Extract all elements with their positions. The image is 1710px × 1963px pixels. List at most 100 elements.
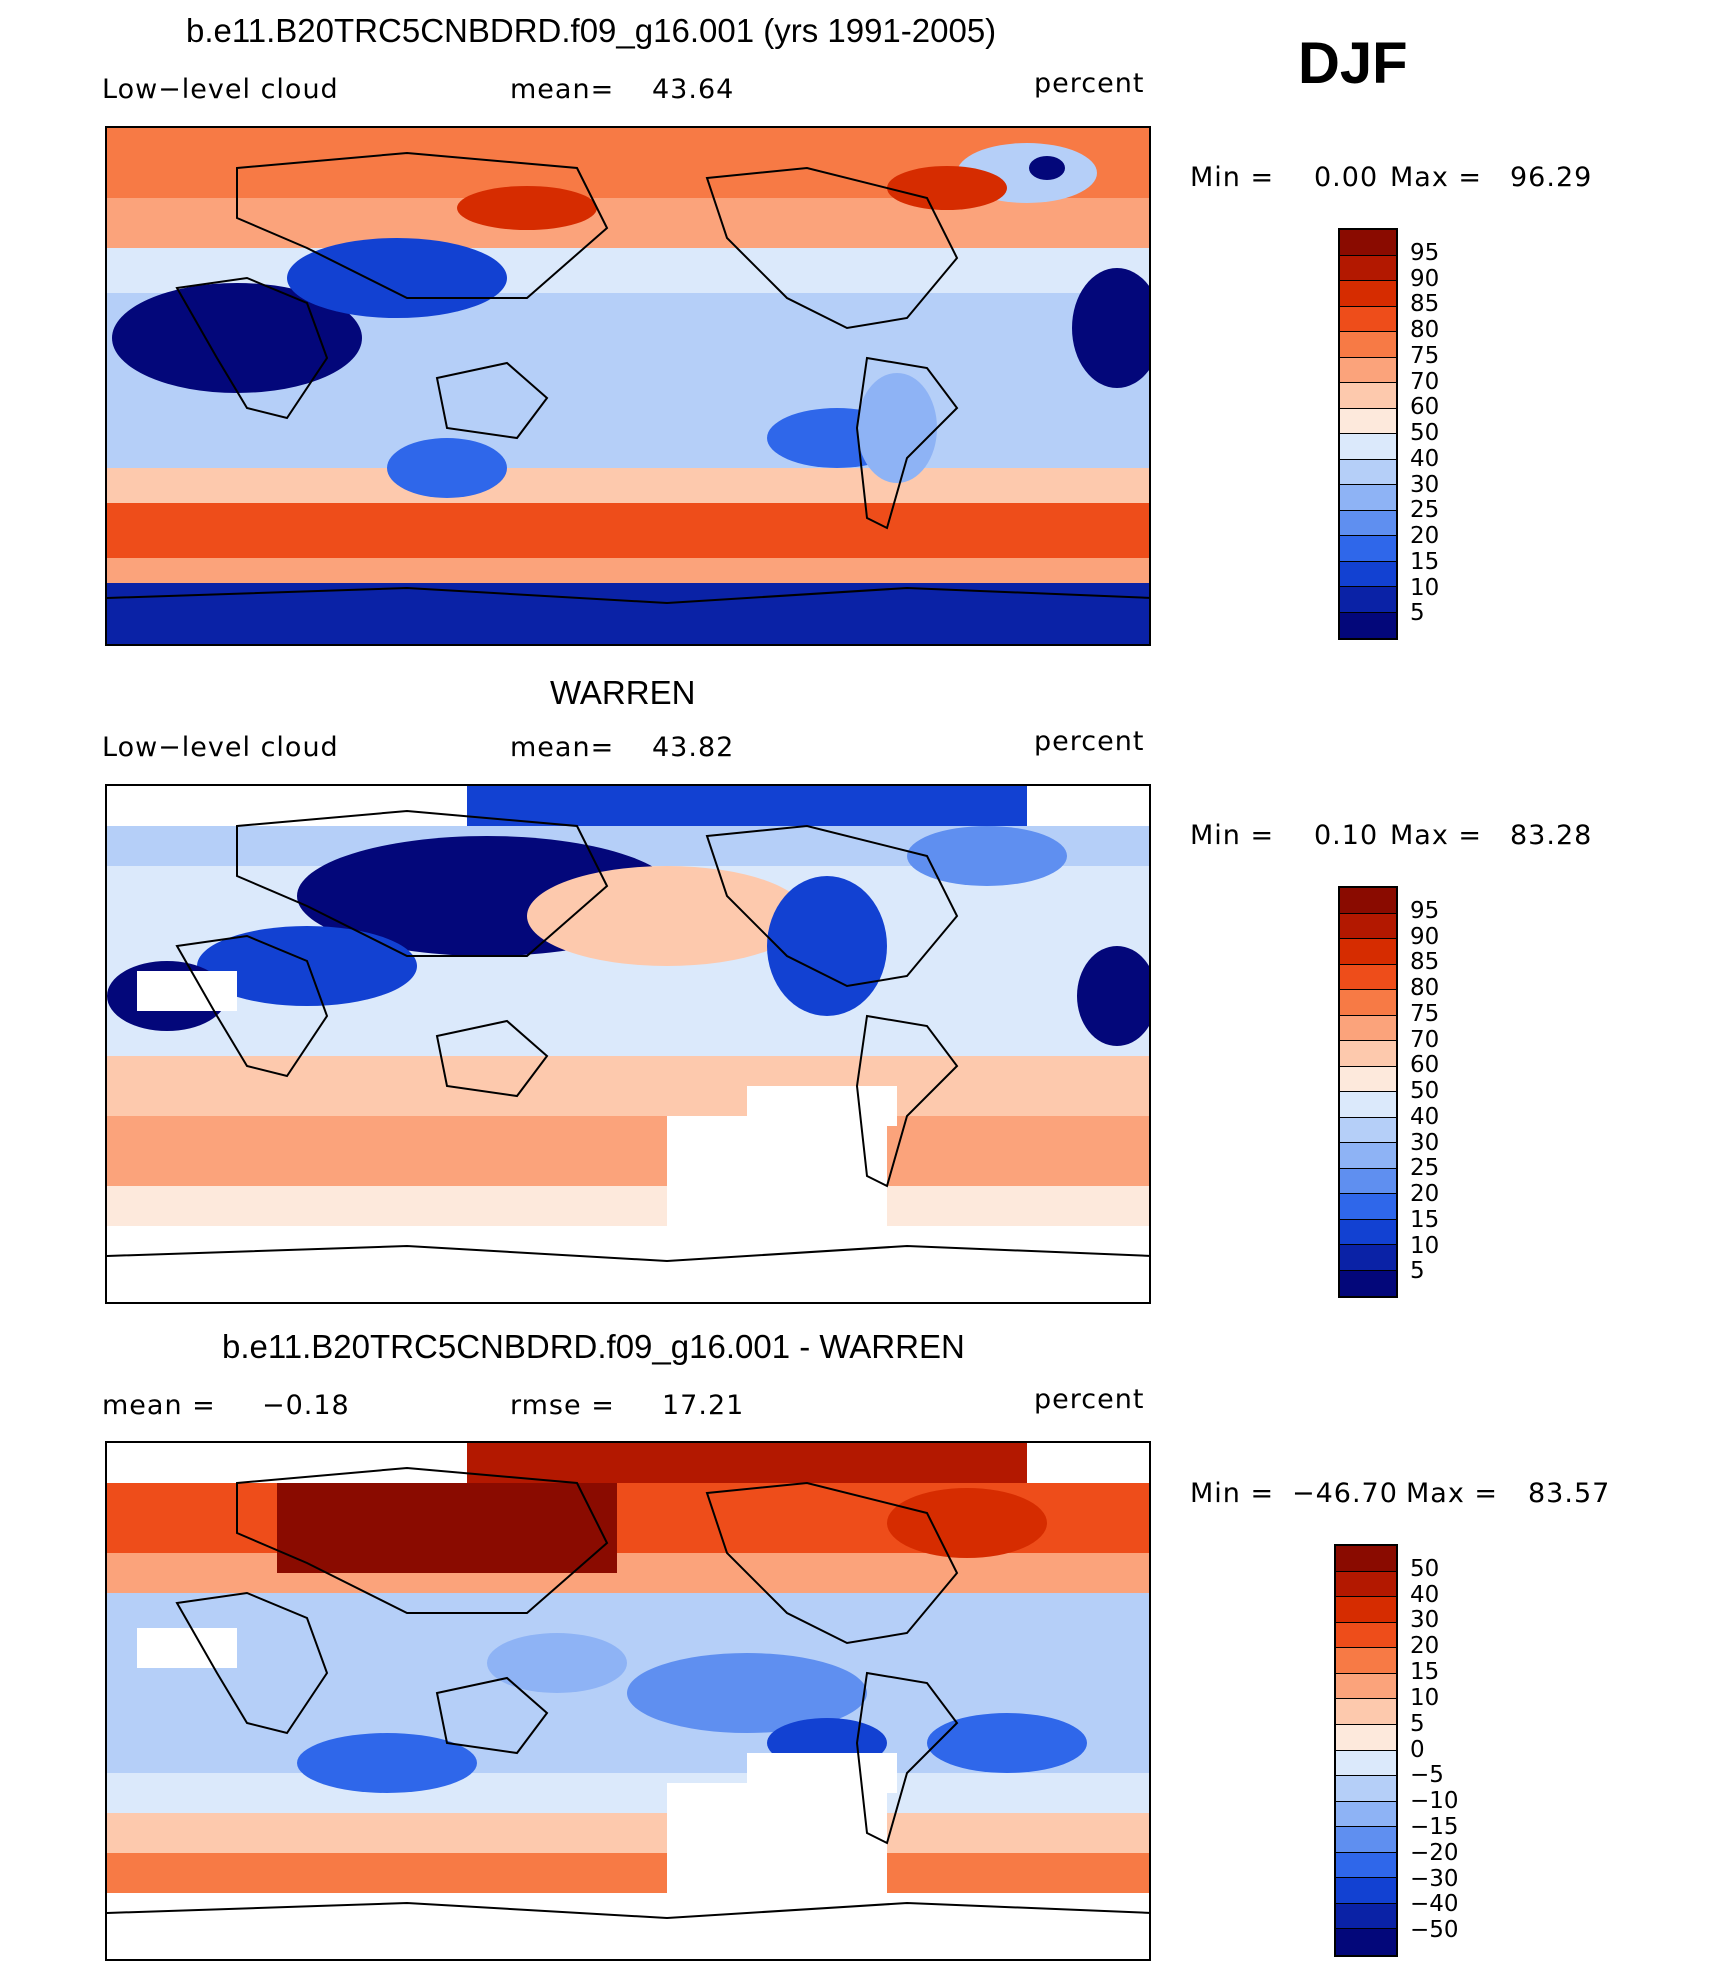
colorbar-tick-label: 50 — [1410, 420, 1440, 446]
colorbar-swatch — [1340, 1041, 1396, 1067]
colorbar-swatch — [1340, 1015, 1396, 1041]
panel2-mean-value: 43.82 — [652, 732, 735, 763]
colorbar-swatch — [1336, 1878, 1396, 1904]
colorbar-swatch — [1336, 1750, 1396, 1777]
colorbar-swatch — [1336, 1724, 1396, 1751]
colorbar-tick-label: −40 — [1410, 1891, 1459, 1918]
colorbar-tick-label: 15 — [1410, 548, 1440, 575]
colorbar-tick-label: 20 — [1410, 1633, 1440, 1660]
panel3-min-label: Min = — [1190, 1478, 1275, 1509]
colorbar-tick-label: 5 — [1410, 1258, 1425, 1285]
panel1-variable-label: Low−level cloud — [102, 74, 339, 105]
colorbar-swatch — [1336, 1929, 1396, 1955]
colorbar-swatch — [1340, 1066, 1396, 1092]
colorbar-tick-label: 10 — [1410, 1232, 1440, 1259]
panel1-min-value: 0.00 — [1314, 162, 1379, 193]
colorbar-swatch — [1340, 230, 1396, 256]
colorbar-tick-label: 70 — [1410, 1026, 1440, 1053]
colorbar-tick-label: 40 — [1410, 445, 1440, 472]
colorbar-tick-label: 75 — [1410, 342, 1440, 369]
colorbar-swatch — [1340, 408, 1396, 434]
panel3-title: b.e11.B20TRC5CNBDRD.f09_g16.001 - WARREN — [222, 1328, 965, 1365]
colorbar-swatch — [1340, 964, 1396, 990]
panel1-max-value: 96.29 — [1510, 162, 1593, 193]
panel3-colorbar — [1334, 1544, 1398, 1957]
colorbar-tick-label: 85 — [1410, 949, 1440, 976]
colorbar-tick-label: −15 — [1410, 1813, 1459, 1840]
colorbar-swatch — [1340, 1219, 1396, 1245]
colorbar-swatch — [1340, 281, 1396, 307]
colorbar-tick-label: 50 — [1410, 1078, 1440, 1104]
panel1-max-label: Max = — [1390, 162, 1483, 193]
colorbar-swatch — [1336, 1903, 1396, 1930]
panel3-max-value: 83.57 — [1528, 1478, 1611, 1509]
colorbar-swatch — [1336, 1571, 1396, 1598]
colorbar-tick-label: 5 — [1410, 1710, 1425, 1737]
panel3-rmse-value: 17.21 — [662, 1390, 745, 1421]
colorbar-tick-label: 95 — [1410, 239, 1440, 266]
colorbar-swatch — [1336, 1546, 1396, 1572]
panel2-min-label: Min = — [1190, 820, 1275, 851]
colorbar-tick-label: 50 — [1410, 1555, 1440, 1582]
panel2-title: WARREN — [550, 674, 696, 711]
colorbar-swatch — [1340, 255, 1396, 281]
colorbar-tick-label: 30 — [1410, 1607, 1440, 1634]
panel3-field — [107, 1443, 1149, 1959]
panel3-mean-value: −0.18 — [262, 1390, 350, 1421]
colorbar-swatch — [1336, 1648, 1396, 1674]
colorbar-swatch — [1340, 587, 1396, 613]
colorbar-tick-label: 5 — [1410, 600, 1425, 627]
panel2-colorbar — [1338, 886, 1398, 1298]
panel2-min-value: 0.10 — [1314, 820, 1379, 851]
colorbar-swatch — [1336, 1673, 1396, 1700]
colorbar-tick-label: 15 — [1410, 1206, 1440, 1233]
colorbar-swatch — [1340, 1194, 1396, 1220]
colorbar-swatch — [1340, 536, 1396, 562]
colorbar-swatch — [1340, 1143, 1396, 1169]
colorbar-tick-label: 10 — [1410, 574, 1440, 601]
colorbar-swatch — [1336, 1776, 1396, 1802]
colorbar-tick-label: 30 — [1410, 1129, 1440, 1156]
colorbar-tick-label: 0 — [1410, 1736, 1425, 1763]
panel3-map — [105, 1441, 1151, 1961]
colorbar-tick-label: −20 — [1410, 1839, 1459, 1866]
panel1-mean-label: mean= — [510, 74, 615, 105]
colorbar-tick-label: 40 — [1410, 1103, 1440, 1130]
colorbar-tick-label: 70 — [1410, 368, 1440, 395]
colorbar-tick-label: 95 — [1410, 897, 1440, 924]
colorbar-tick-label: 75 — [1410, 1000, 1440, 1027]
panel1-colorbar — [1338, 228, 1398, 640]
colorbar-swatch — [1340, 1117, 1396, 1143]
panel3-mean-label: mean = — [102, 1390, 216, 1421]
panel3-rmse-label: rmse = — [510, 1390, 615, 1421]
colorbar-tick-label: −5 — [1410, 1762, 1444, 1789]
colorbar-swatch — [1340, 990, 1396, 1016]
colorbar-swatch — [1340, 1270, 1396, 1296]
colorbar-tick-label: 80 — [1410, 317, 1440, 343]
colorbar-swatch — [1336, 1597, 1396, 1623]
colorbar-swatch — [1336, 1801, 1396, 1828]
colorbar-swatch — [1340, 383, 1396, 409]
season-label: DJF — [1298, 31, 1408, 96]
panel3-min-value: −46.70 — [1292, 1478, 1398, 1509]
panel2-units: percent — [1034, 726, 1145, 757]
panel2-variable-label: Low−level cloud — [102, 732, 339, 763]
panel2-max-value: 83.28 — [1510, 820, 1593, 851]
colorbar-tick-label: 60 — [1410, 1052, 1440, 1079]
colorbar-swatch — [1336, 1852, 1396, 1879]
colorbar-tick-label: −30 — [1410, 1865, 1459, 1892]
colorbar-swatch — [1340, 357, 1396, 383]
colorbar-swatch — [1340, 1245, 1396, 1271]
colorbar-tick-label: −50 — [1410, 1917, 1459, 1944]
panel1-mean-value: 43.64 — [652, 74, 735, 105]
colorbar-tick-label: 30 — [1410, 471, 1440, 498]
colorbar-tick-label: 20 — [1410, 523, 1440, 549]
colorbar-swatch — [1340, 459, 1396, 485]
colorbar-swatch — [1340, 561, 1396, 587]
colorbar-tick-label: −10 — [1410, 1788, 1459, 1815]
colorbar-swatch — [1340, 1092, 1396, 1118]
colorbar-swatch — [1340, 434, 1396, 460]
panel1-map — [105, 126, 1151, 646]
colorbar-swatch — [1340, 306, 1396, 332]
panel3-max-label: Max = — [1406, 1478, 1499, 1509]
